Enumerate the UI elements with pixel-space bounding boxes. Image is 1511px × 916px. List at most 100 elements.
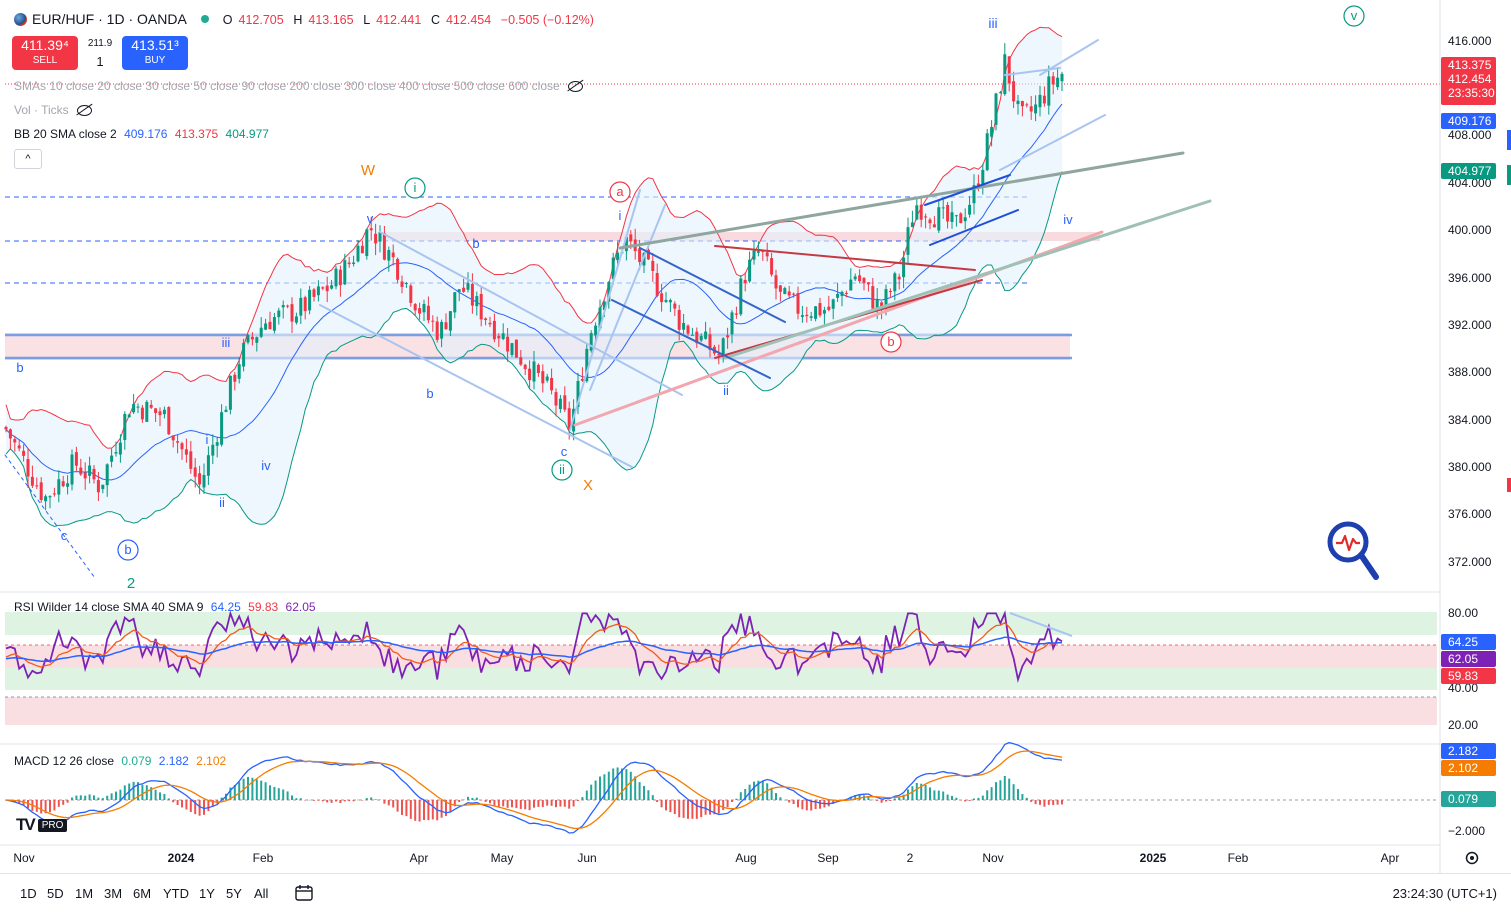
collapse-legend-button[interactable]: ^ bbox=[14, 149, 42, 169]
rsi-pane[interactable] bbox=[5, 610, 1437, 725]
svg-text:iii: iii bbox=[222, 335, 231, 350]
macd-bar bbox=[550, 800, 553, 806]
macd-bar bbox=[317, 800, 320, 801]
macd-bar bbox=[559, 800, 562, 807]
svg-text:2: 2 bbox=[127, 575, 135, 592]
macd-bar bbox=[141, 784, 144, 800]
candle bbox=[171, 435, 175, 448]
timeframe-all[interactable]: All bbox=[254, 886, 269, 901]
macd-bar bbox=[537, 800, 540, 807]
candle bbox=[470, 273, 474, 314]
macd-bar bbox=[445, 800, 447, 816]
sell-button[interactable]: 411.39⁴ SELL bbox=[12, 36, 78, 70]
candle bbox=[457, 288, 461, 302]
macd-bar bbox=[709, 800, 711, 815]
macd-bar bbox=[629, 771, 632, 800]
macd-bar bbox=[541, 800, 544, 808]
macd-bar bbox=[106, 795, 109, 800]
candle bbox=[391, 244, 395, 266]
settings-gear-icon[interactable] bbox=[1465, 851, 1479, 865]
buy-button[interactable]: 413.51³ BUY bbox=[122, 36, 188, 70]
timeframe-1y[interactable]: 1Y bbox=[199, 886, 215, 901]
candle bbox=[699, 333, 703, 343]
candle bbox=[576, 372, 580, 415]
timeframe-5y[interactable]: 5Y bbox=[226, 886, 242, 901]
macd-bar bbox=[616, 767, 619, 800]
macd-pane[interactable] bbox=[5, 741, 1437, 834]
date-range-icon[interactable] bbox=[295, 884, 313, 901]
candle bbox=[180, 441, 184, 460]
macd-bar bbox=[44, 800, 47, 814]
macd-bar bbox=[1039, 800, 1041, 805]
macd-bar bbox=[643, 785, 645, 800]
candle bbox=[514, 339, 518, 358]
timeframe-1m[interactable]: 1M bbox=[75, 886, 94, 901]
macd-histogram bbox=[5, 767, 1063, 822]
macd-bar bbox=[638, 782, 641, 800]
rsi-legend[interactable]: RSI Wilder 14 close SMA 40 SMA 9 64.25 5… bbox=[14, 600, 316, 614]
candle bbox=[444, 313, 448, 330]
macd-bar bbox=[62, 800, 65, 805]
macd-bar bbox=[973, 798, 975, 800]
candle bbox=[497, 333, 501, 347]
timeframe-3m[interactable]: 3M bbox=[104, 886, 123, 901]
timeframe-ytd[interactable]: YTD bbox=[163, 886, 189, 901]
price-axis[interactable]: 416.000 408.000 404.000 400.000 396.000 392.0… bbox=[1448, 34, 1492, 838]
macd-bar bbox=[313, 800, 315, 801]
candle bbox=[734, 306, 738, 319]
timeframe-1d[interactable]: 1D bbox=[20, 886, 37, 901]
candle bbox=[228, 375, 232, 415]
time-axis[interactable]: Nov 2024 Feb Apr May Jun Aug Sep 2 Nov 2025 Feb Apr bbox=[13, 851, 1399, 865]
candle bbox=[259, 317, 263, 339]
macd-bar bbox=[1003, 775, 1006, 800]
macd-bar bbox=[304, 800, 307, 801]
candle bbox=[448, 311, 452, 336]
tradingview-logo[interactable]: TV PRO bbox=[16, 815, 68, 835]
macd-bar bbox=[1025, 797, 1028, 800]
candle bbox=[294, 312, 298, 325]
price-tick: 416.000 bbox=[1448, 34, 1492, 48]
macd-bar bbox=[599, 776, 601, 800]
candle bbox=[1025, 102, 1029, 108]
sma-legend[interactable]: SMAs 10 close 20 close 30 close 50 close… bbox=[14, 79, 583, 93]
hidden-eye-icon[interactable] bbox=[76, 105, 92, 117]
macd-bar bbox=[1030, 800, 1033, 802]
quantity-box[interactable]: 211.9 1 bbox=[87, 38, 113, 69]
macd-bar bbox=[612, 768, 615, 800]
timeframe-6m[interactable]: 6M bbox=[133, 886, 152, 901]
macd-bar bbox=[577, 800, 579, 801]
candle bbox=[70, 449, 74, 491]
candle bbox=[1029, 95, 1033, 120]
trendlines bbox=[4, 39, 1212, 579]
candle bbox=[338, 265, 342, 297]
clock-timezone[interactable]: 23:24:30 (UTC+1) bbox=[1392, 886, 1497, 901]
timeframe-5d[interactable]: 5D bbox=[47, 886, 64, 901]
macd-bar bbox=[779, 797, 782, 800]
macd-bar bbox=[66, 800, 69, 803]
macd-legend[interactable]: MACD 12 26 close 0.079 2.182 2.102 bbox=[14, 754, 227, 768]
macd-bar bbox=[172, 800, 175, 803]
macd-bar bbox=[757, 780, 760, 800]
macd-bar bbox=[634, 776, 637, 800]
candle bbox=[796, 286, 800, 320]
candle bbox=[198, 465, 202, 495]
wave-label: c bbox=[61, 528, 68, 543]
magnifier-icon[interactable] bbox=[1327, 521, 1379, 580]
hidden-eye-icon[interactable] bbox=[567, 81, 583, 93]
macd-bar bbox=[731, 800, 733, 802]
bb-legend[interactable]: BB 20 SMA close 2 409.176 413.375 404.97… bbox=[14, 127, 269, 141]
candle bbox=[400, 275, 404, 294]
candle bbox=[233, 371, 237, 391]
symbol-title[interactable]: EUR/HUF · 1D · OANDA bbox=[32, 11, 187, 27]
candle bbox=[827, 295, 831, 312]
macd-bar bbox=[374, 799, 377, 800]
macd-signal-line bbox=[5, 750, 1063, 830]
time-tick: Nov bbox=[13, 851, 34, 865]
macd-bar bbox=[607, 771, 610, 800]
candle bbox=[202, 463, 206, 494]
volume-legend[interactable]: Vol · Ticks bbox=[14, 103, 92, 117]
macd-bar bbox=[370, 797, 373, 800]
